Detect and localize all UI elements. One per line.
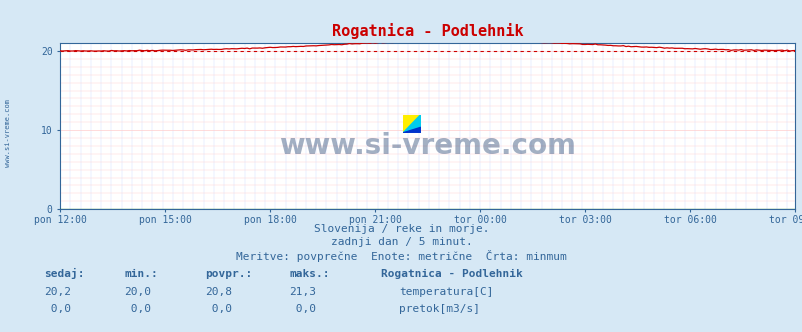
Text: 20,0: 20,0 — [124, 287, 152, 297]
Text: 20,8: 20,8 — [205, 287, 232, 297]
Title: Rogatnica - Podlehnik: Rogatnica - Podlehnik — [331, 23, 523, 39]
Text: 0,0: 0,0 — [44, 304, 71, 314]
Text: povpr.:: povpr.: — [205, 269, 252, 279]
Text: maks.:: maks.: — [289, 269, 329, 279]
Text: zadnji dan / 5 minut.: zadnji dan / 5 minut. — [330, 237, 472, 247]
Text: sedaj:: sedaj: — [44, 268, 84, 279]
Text: temperatura[C]: temperatura[C] — [399, 287, 493, 297]
Text: 0,0: 0,0 — [124, 304, 152, 314]
Text: www.si-vreme.com: www.si-vreme.com — [279, 132, 575, 160]
Text: 21,3: 21,3 — [289, 287, 316, 297]
Polygon shape — [403, 127, 420, 133]
Text: pretok[m3/s]: pretok[m3/s] — [399, 304, 480, 314]
Text: 0,0: 0,0 — [289, 304, 316, 314]
Text: www.si-vreme.com: www.si-vreme.com — [5, 99, 11, 167]
Text: Rogatnica - Podlehnik: Rogatnica - Podlehnik — [381, 269, 523, 279]
Text: Meritve: povprečne  Enote: metrične  Črta: minmum: Meritve: povprečne Enote: metrične Črta:… — [236, 250, 566, 262]
Text: Slovenija / reke in morje.: Slovenija / reke in morje. — [314, 224, 488, 234]
Text: 20,2: 20,2 — [44, 287, 71, 297]
Polygon shape — [403, 115, 420, 133]
Polygon shape — [403, 115, 420, 133]
Text: 0,0: 0,0 — [205, 304, 232, 314]
Text: min.:: min.: — [124, 269, 158, 279]
